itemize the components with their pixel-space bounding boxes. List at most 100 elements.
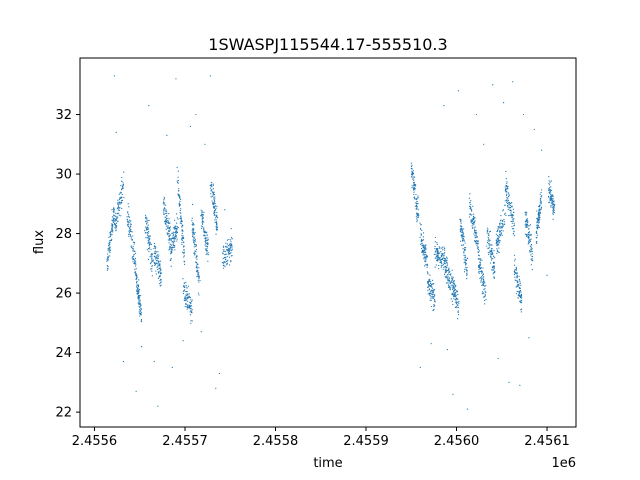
data-point (536, 242, 538, 244)
data-point (174, 240, 176, 242)
data-point (127, 221, 129, 223)
data-point (525, 222, 527, 224)
data-point (549, 190, 551, 192)
data-point (193, 233, 195, 235)
data-point (204, 244, 206, 246)
data-point (524, 213, 527, 215)
data-point (192, 236, 194, 238)
data-point (216, 221, 218, 223)
data-point (118, 201, 120, 203)
data-point (505, 190, 507, 192)
data-point (525, 214, 527, 216)
data-point (466, 274, 468, 276)
data-point (213, 207, 216, 209)
data-point (481, 271, 483, 273)
data-point (192, 233, 194, 235)
data-point (531, 253, 533, 255)
data-point (115, 218, 117, 220)
data-point (210, 187, 212, 189)
data-point (530, 244, 532, 246)
data-point (201, 227, 203, 229)
data-point (128, 235, 130, 237)
data-point (411, 164, 413, 166)
data-point (175, 78, 177, 80)
data-point (430, 343, 432, 345)
data-point (111, 209, 113, 211)
data-point (186, 298, 188, 300)
data-point (132, 245, 134, 247)
data-point (517, 290, 519, 293)
data-point (135, 252, 137, 255)
data-point (487, 233, 489, 235)
data-point (225, 260, 227, 263)
data-point (462, 248, 464, 250)
data-point (411, 170, 413, 173)
data-point (452, 303, 454, 306)
data-point (135, 274, 137, 276)
data-point (433, 296, 435, 298)
data-point (213, 206, 215, 208)
data-point (168, 218, 170, 220)
data-point (548, 175, 550, 178)
data-point (502, 225, 504, 227)
data-point (132, 256, 134, 258)
data-point (139, 302, 141, 304)
data-point (499, 241, 501, 243)
data-point (497, 238, 500, 240)
data-point (115, 220, 117, 222)
data-point (444, 276, 446, 278)
data-point (413, 187, 415, 189)
data-point (170, 244, 173, 246)
data-point (430, 299, 432, 301)
data-point (425, 259, 427, 261)
data-point (439, 252, 441, 254)
data-point (462, 239, 464, 242)
data-point (497, 235, 500, 237)
data-point (230, 252, 232, 254)
data-point (476, 245, 478, 247)
data-point (470, 203, 472, 206)
data-point (539, 209, 541, 211)
data-point (478, 271, 480, 273)
data-point (511, 228, 514, 230)
data-point (134, 268, 136, 271)
data-point (468, 197, 470, 199)
data-point (181, 229, 183, 231)
data-point (461, 231, 463, 234)
data-point (527, 225, 529, 227)
data-point (414, 185, 416, 187)
data-point (518, 291, 520, 293)
data-point (106, 269, 108, 271)
data-point (531, 258, 533, 260)
data-point (157, 263, 159, 265)
data-point (526, 218, 528, 220)
data-point (432, 290, 435, 292)
data-point (127, 214, 130, 216)
data-point (452, 282, 454, 284)
data-point (153, 242, 156, 245)
data-point (145, 237, 147, 239)
data-point (132, 241, 135, 243)
data-point (440, 254, 443, 257)
data-point (135, 277, 137, 279)
data-point (541, 149, 543, 151)
data-point (462, 237, 464, 240)
data-point (216, 226, 218, 229)
data-point (215, 387, 217, 389)
data-point (456, 307, 458, 309)
data-point (519, 287, 521, 289)
data-point (455, 290, 458, 292)
data-point (501, 219, 504, 222)
data-point (146, 226, 148, 228)
data-point (433, 298, 436, 301)
data-point (140, 310, 142, 312)
data-point (550, 186, 552, 188)
data-point (550, 191, 552, 193)
data-point (488, 253, 490, 256)
data-point (109, 243, 111, 245)
data-point (181, 235, 183, 237)
data-point (499, 225, 501, 228)
data-point (488, 243, 490, 245)
data-point (195, 257, 197, 259)
data-point (207, 237, 209, 239)
